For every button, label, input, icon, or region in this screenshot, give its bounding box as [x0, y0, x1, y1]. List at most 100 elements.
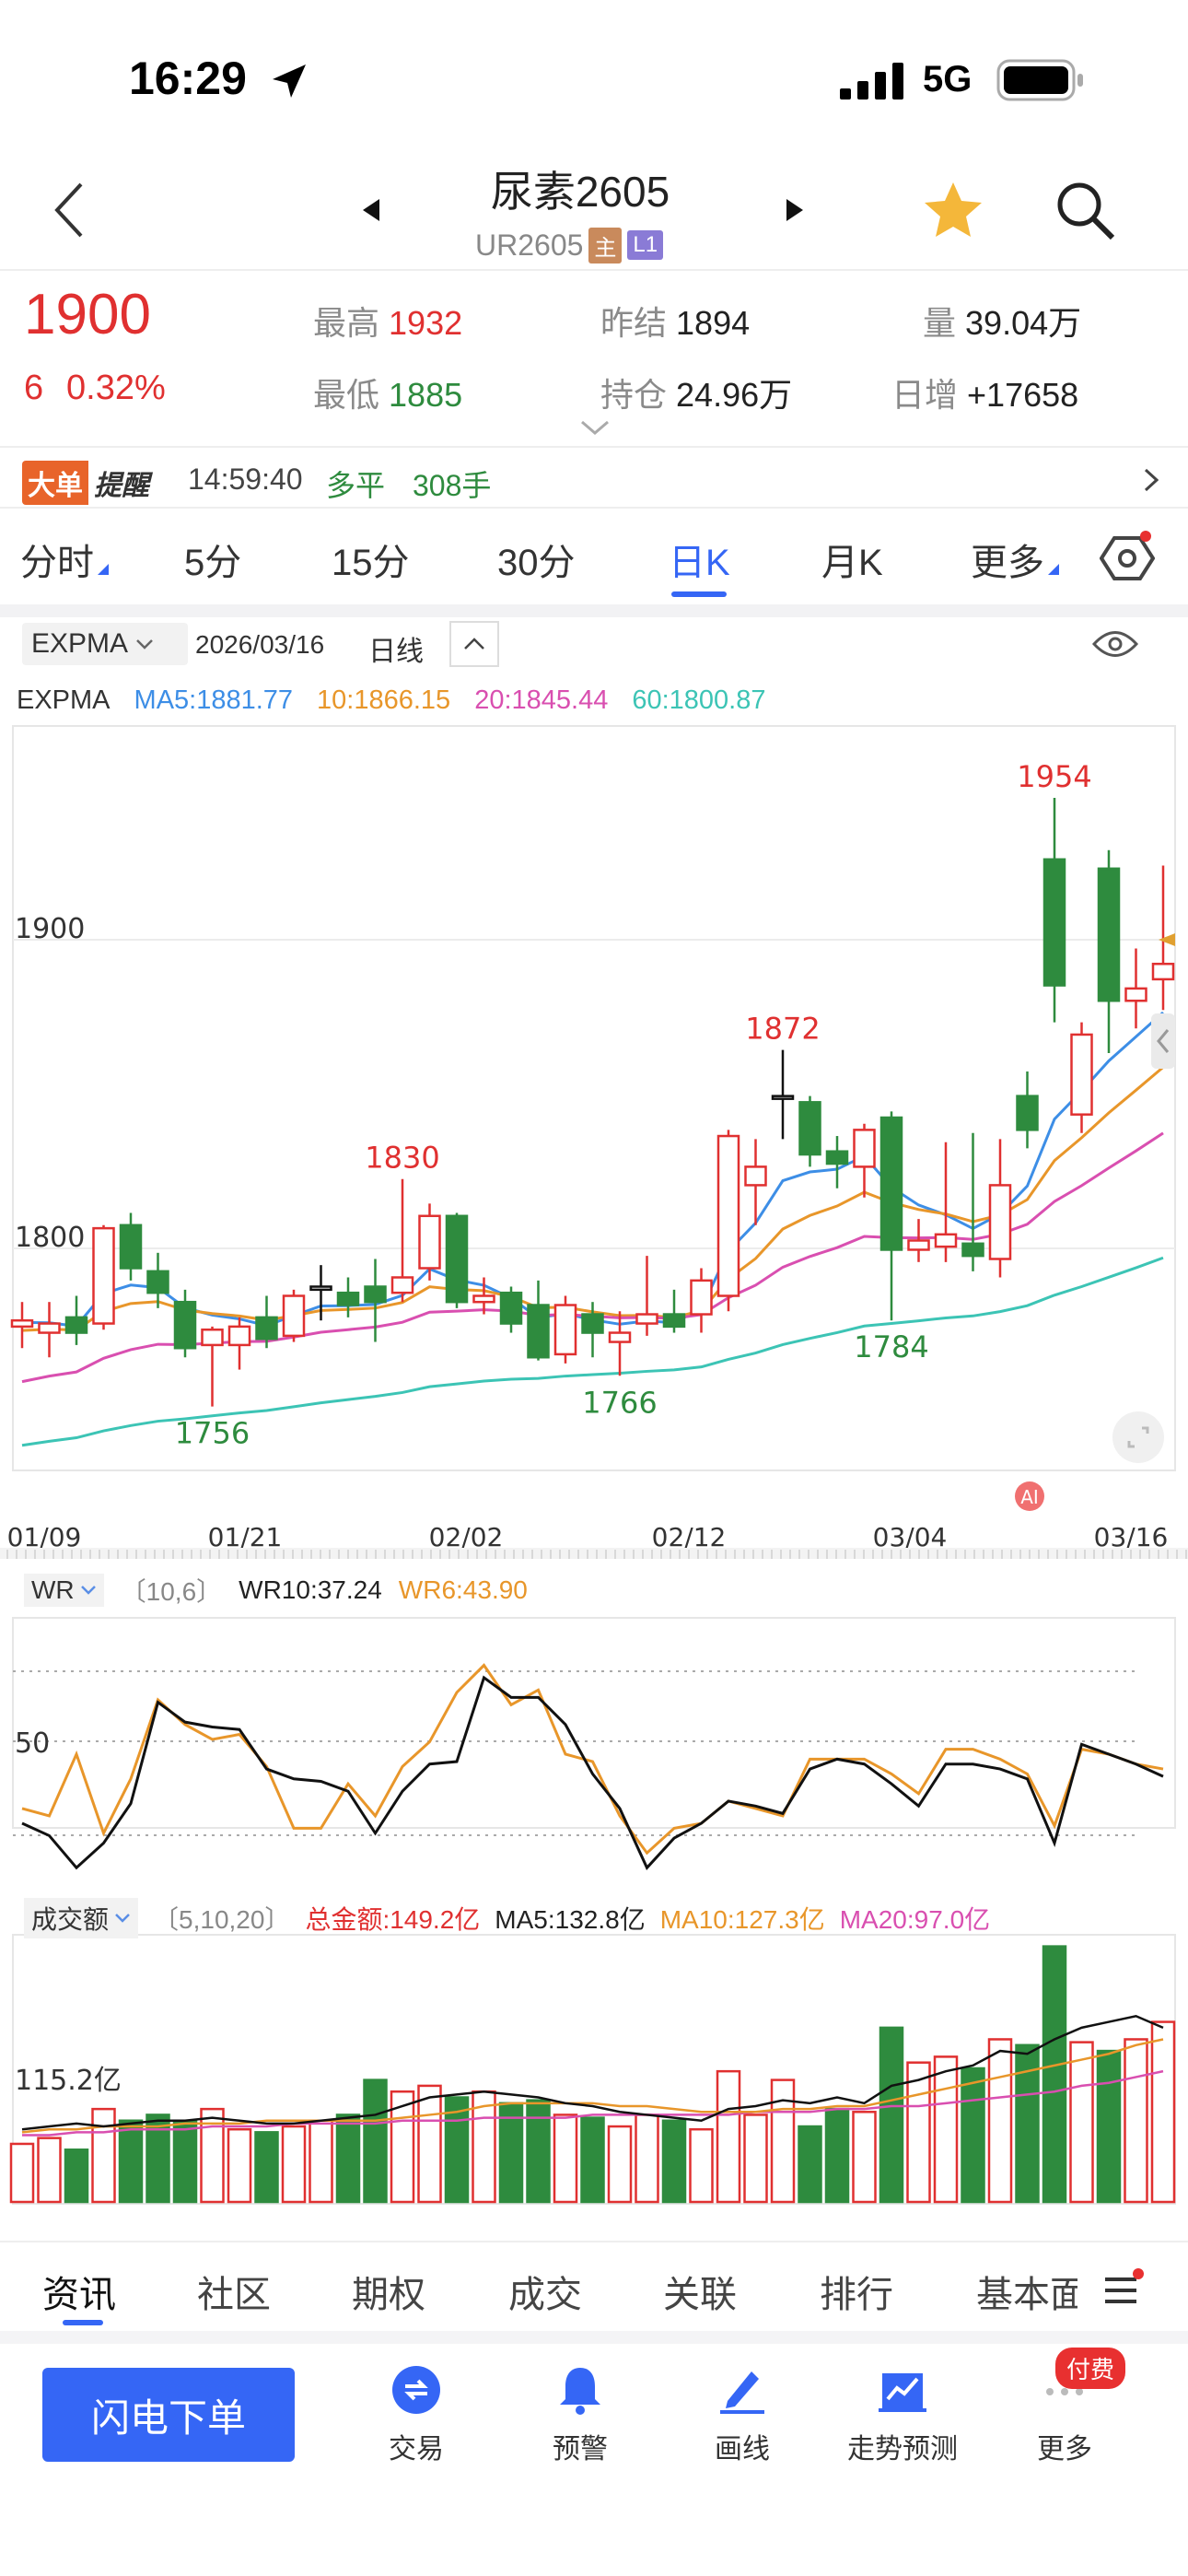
period-tab[interactable]: 15分 [332, 543, 410, 583]
side-drawer-handle[interactable] [1151, 1013, 1175, 1069]
next-contract-icon[interactable] [785, 197, 805, 223]
candle-body [825, 1150, 849, 1165]
network-label: 5G [923, 59, 973, 100]
wr6-value: WR6:43.90 [398, 1575, 528, 1604]
candle-body [608, 1331, 632, 1343]
alert-time: 14:59:40 [188, 463, 303, 496]
info-tab[interactable]: 关联 [663, 2275, 737, 2315]
action-draw[interactable]: 画线 [696, 2364, 788, 2466]
action-trade[interactable]: 交易 [370, 2364, 462, 2466]
candle-body [309, 1285, 332, 1292]
turnover-bar [987, 2038, 1013, 2204]
candle [418, 1203, 441, 1281]
candle-body [771, 1095, 795, 1100]
candle-body [961, 1242, 984, 1258]
period-tab[interactable]: 30分 [497, 543, 576, 583]
period-tab[interactable]: 更多 [971, 533, 1059, 586]
turnover-select[interactable]: 成交额 [24, 1898, 139, 1938]
high-stat: 最高 1932 [313, 304, 463, 342]
period-tab[interactable]: 月K [821, 543, 883, 583]
candle [38, 1302, 61, 1358]
turnover-bar [444, 2096, 470, 2204]
flash-order-button[interactable]: 闪电下单 [42, 2368, 295, 2462]
kline-chart[interactable]: 1900 1800 1954 1830 1872 1756 1766 1784 AI 01… [0, 719, 1188, 2211]
info-tab[interactable]: 成交 [508, 2275, 582, 2315]
wr-select[interactable]: WR [24, 1574, 104, 1607]
wr6-line [21, 1663, 1164, 1856]
turnover-bar [1042, 1945, 1067, 2204]
turnover-bar [64, 2149, 89, 2204]
turnover-bar [1124, 2038, 1148, 2204]
candle-body [527, 1304, 550, 1359]
turnover-bar [390, 2090, 415, 2204]
candle-body [173, 1300, 197, 1350]
ai-badge[interactable] [1015, 1481, 1044, 1511]
price-annotation-low: 1756 [175, 1416, 250, 1451]
turnover-bar [227, 2127, 252, 2204]
candle [1016, 1071, 1039, 1149]
candle [825, 1136, 849, 1188]
candle-body [146, 1270, 169, 1294]
info-tab[interactable]: 基本面 [976, 2275, 1077, 2315]
wr-legend: WR 〔10,6〕 WR10:37.24 WR6:43.90 [24, 1572, 528, 1609]
candle [690, 1268, 713, 1333]
candle [961, 1132, 984, 1271]
collapse-button[interactable] [449, 621, 499, 667]
turnover-legend: 成交额 〔5,10,20〕 总金额:149.2亿 MA5:132.8亿 MA10… [24, 1898, 990, 1938]
candle-body [581, 1313, 604, 1334]
action-alert[interactable]: 预警 [534, 2364, 626, 2466]
period-tab[interactable]: 日K [669, 533, 730, 597]
ma-legend: EXPMA MA5:1881.77 10:1866.15 20:1845.44 … [17, 685, 766, 716]
candle-body [364, 1285, 387, 1304]
prev-contract-icon[interactable] [361, 197, 381, 223]
date-tick-label: 02/12 [652, 1522, 727, 1552]
action-more[interactable]: 更多 [1019, 2364, 1111, 2466]
info-tab[interactable]: 资讯 [42, 2275, 116, 2315]
level1-badge: L1 [627, 230, 664, 260]
candle [744, 1139, 767, 1225]
action-trend[interactable]: 走势预测 [838, 2364, 967, 2466]
price-annotation-a1766: 1766 [582, 1385, 657, 1420]
turnover-bar [363, 2078, 388, 2204]
menu-icon[interactable] [1101, 2268, 1146, 2309]
info-tab[interactable]: 期权 [352, 2275, 425, 2315]
candle [988, 1139, 1012, 1278]
candle [364, 1259, 387, 1342]
candle-body [744, 1165, 767, 1187]
chevron-right-icon [1144, 468, 1159, 492]
draw-line-icon [720, 2371, 764, 2414]
indicator-select[interactable]: EXPMA [22, 623, 188, 665]
fullscreen-button[interactable] [1112, 1411, 1164, 1463]
price-annotation-high: 1954 [1017, 759, 1091, 794]
info-tabs: 资讯 社区 期权 成交 关联 排行 基本面 [0, 2248, 1188, 2331]
candle [173, 1289, 197, 1358]
favorite-star-icon[interactable] [923, 181, 984, 240]
period-tab[interactable]: 5分 [184, 543, 242, 583]
candle [282, 1289, 306, 1342]
contract-code: UR2605 [475, 228, 584, 262]
period-tab[interactable]: 分时 [20, 533, 109, 586]
candle-body [1097, 867, 1121, 1002]
big-order-alert[interactable]: 大单 提醒 14:59:40 多平 308手 [0, 450, 1188, 507]
search-icon[interactable] [1055, 181, 1116, 241]
trade-icon [392, 2366, 440, 2414]
bell-icon [560, 2368, 600, 2415]
candle-body [201, 1328, 224, 1347]
eye-icon[interactable] [1092, 628, 1138, 660]
time-ruler [0, 1548, 1188, 1559]
info-tab[interactable]: 排行 [820, 2275, 893, 2315]
candle [1124, 948, 1147, 1029]
turnover-bar [91, 2107, 116, 2204]
back-icon[interactable] [52, 181, 88, 240]
chevron-left-icon [1157, 1029, 1170, 1053]
info-tab[interactable]: 社区 [197, 2275, 271, 2315]
low-stat: 最低 1885 [313, 376, 463, 414]
candle-body [227, 1325, 251, 1347]
date-tick-label: 03/16 [1094, 1522, 1169, 1552]
expand-chevron-icon[interactable] [580, 420, 610, 437]
turnover-bar [1096, 2049, 1122, 2204]
ai-badge-label: AI [1020, 1486, 1039, 1508]
price-annotation-a1830: 1830 [365, 1141, 439, 1176]
chevron-down-icon [80, 1586, 96, 1595]
settings-hexagon-icon[interactable] [1100, 531, 1155, 586]
